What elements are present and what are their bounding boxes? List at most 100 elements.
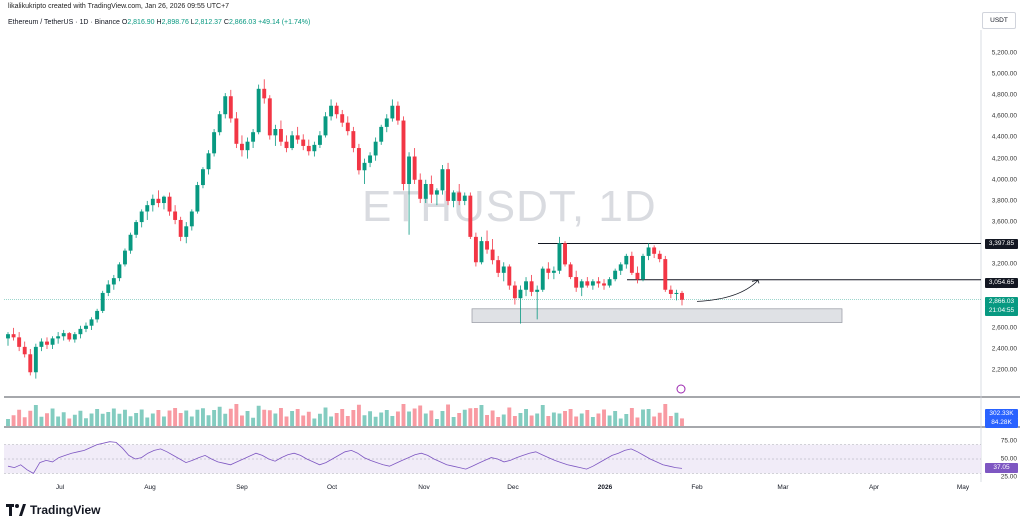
volume-bar xyxy=(351,410,356,426)
candle-body xyxy=(228,96,233,119)
high-value: 2,898.76 xyxy=(161,19,189,26)
candle-body xyxy=(451,192,456,201)
candle-body xyxy=(189,211,194,227)
candle-body xyxy=(429,184,434,195)
volume-bar xyxy=(273,413,278,426)
volume-bar xyxy=(290,411,295,426)
volume-bar xyxy=(446,404,450,426)
volume-bar xyxy=(156,410,161,426)
volume-bar xyxy=(50,408,55,426)
price-axis-label: 2,200.00 xyxy=(991,366,1017,374)
volume-bar xyxy=(228,408,233,426)
candle-body xyxy=(162,196,166,204)
candle-body xyxy=(217,114,222,133)
candle-body xyxy=(72,334,77,340)
volume-bar xyxy=(17,409,22,426)
volume-bar xyxy=(596,413,601,426)
volume-bar xyxy=(540,405,545,426)
candle-body xyxy=(33,346,38,373)
candle-body xyxy=(45,341,49,345)
candle-body xyxy=(574,277,579,288)
candle-body xyxy=(301,139,306,146)
candle-body xyxy=(512,285,517,299)
volume-bar xyxy=(407,411,412,426)
candle-body xyxy=(206,153,211,170)
volume-bar xyxy=(557,413,562,426)
volume-bar xyxy=(585,410,590,426)
candle-body xyxy=(568,264,573,278)
candle-body xyxy=(100,292,105,311)
volume-bar xyxy=(529,415,534,426)
candle-body xyxy=(245,141,250,151)
rsi-axis-50: 50.00 xyxy=(1000,455,1017,463)
volume-bar xyxy=(123,409,127,426)
candle-body xyxy=(345,122,350,132)
candle-body xyxy=(78,328,83,335)
tradingview-logo[interactable]: TradingView xyxy=(6,503,100,517)
tradingview-icon xyxy=(6,504,26,516)
candle-body xyxy=(22,346,27,355)
volume-bar xyxy=(646,409,651,426)
volume-bar xyxy=(629,408,634,426)
volume-bar xyxy=(56,416,61,426)
volume-bar xyxy=(590,417,595,426)
candle-body xyxy=(546,268,551,273)
volume-bar xyxy=(95,409,100,426)
candle-body xyxy=(496,260,501,273)
volume-bar xyxy=(429,410,434,426)
time-axis-label: Jul xyxy=(55,484,65,491)
volume-bar xyxy=(195,409,200,426)
volume-bar xyxy=(390,416,395,426)
candle-body xyxy=(607,279,612,286)
volume-bar xyxy=(501,414,506,426)
volume-badge-2: 84.28K xyxy=(985,418,1018,428)
price-axis-label: 4,600.00 xyxy=(991,112,1017,120)
volume-bar xyxy=(11,415,16,426)
rsi-line xyxy=(7,441,683,474)
candle-body xyxy=(551,270,556,273)
volume-bar xyxy=(240,415,244,426)
volume-bar xyxy=(78,410,83,426)
candle-body xyxy=(284,141,289,149)
candle-body xyxy=(306,145,311,152)
open-key: O xyxy=(121,19,128,26)
candle-body xyxy=(334,105,339,115)
volume-bar xyxy=(189,416,194,426)
volume-bar xyxy=(111,408,116,426)
candle-body xyxy=(56,336,61,339)
candle-body xyxy=(518,289,523,299)
candle-body xyxy=(106,284,111,293)
candle-body xyxy=(362,162,367,171)
volume-bar xyxy=(356,404,361,426)
candle-body xyxy=(17,337,22,347)
projection-arrow xyxy=(696,279,759,302)
currency-selector[interactable]: USDT xyxy=(982,12,1016,29)
level-price-badge: 3,054.65 xyxy=(985,278,1018,288)
rsi-axis-25: 25.00 xyxy=(1000,473,1017,481)
volume-bar xyxy=(618,418,623,426)
candle-body xyxy=(485,241,489,250)
candle-body xyxy=(351,131,356,149)
chart-credit: likalikukripto created with TradingView.… xyxy=(8,3,230,10)
volume-bar xyxy=(117,413,122,426)
volume-bar xyxy=(84,418,88,426)
volume-bar xyxy=(67,418,72,426)
change-value: +49.14 (+1.74%) xyxy=(258,19,311,26)
volume-bar xyxy=(234,404,239,426)
candle-body xyxy=(111,278,116,285)
candle-body xyxy=(139,211,144,223)
volume-bar xyxy=(680,418,684,426)
price-axis[interactable]: 5,200.00 5,000.00 4,800.00 4,600.00 4,400.00… xyxy=(981,30,1021,400)
volume-bar xyxy=(295,409,300,426)
candle-body xyxy=(212,132,217,154)
time-axis-label: Dec xyxy=(507,484,519,491)
price-axis-label: 3,200.00 xyxy=(991,260,1017,268)
candle-body xyxy=(384,118,389,127)
volume-bar xyxy=(278,408,283,426)
volume-bar xyxy=(535,413,540,426)
candle-body xyxy=(50,338,55,345)
candle-body xyxy=(507,266,512,286)
candle-body xyxy=(379,126,384,142)
volume-bar xyxy=(217,406,222,426)
